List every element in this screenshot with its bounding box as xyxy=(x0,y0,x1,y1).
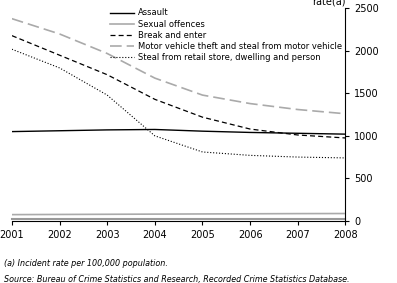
Text: rate(a): rate(a) xyxy=(312,0,345,7)
Text: Source: Bureau of Crime Statistics and Research, Recorded Crime Statistics Datab: Source: Bureau of Crime Statistics and R… xyxy=(4,275,349,283)
Legend: Assault, Sexual offences, Break and enter, Motor vehicle theft and steal from mo: Assault, Sexual offences, Break and ente… xyxy=(110,8,342,62)
Text: (a) Incident rate per 100,000 population.: (a) Incident rate per 100,000 population… xyxy=(4,259,168,268)
